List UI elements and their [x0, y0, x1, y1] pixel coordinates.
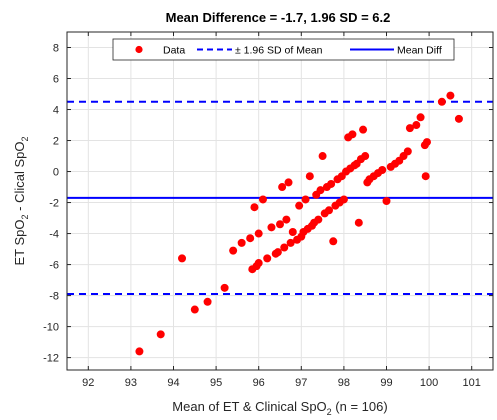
data-point — [382, 197, 391, 205]
data-point — [329, 237, 338, 246]
data-point — [454, 114, 463, 123]
data-point — [203, 297, 212, 306]
axis-ticks: 92 93 94 95 96 97 98 99 100 101 -12 -10 -8 -6 -4 -2 0 2 4 6… — [43, 32, 493, 389]
x-tick-label: 99 — [380, 377, 392, 389]
plot-frame — [66, 31, 494, 371]
x-axis-label: Mean of ET & Clinical SpO2 (n = 106) — [172, 399, 387, 417]
data-point — [288, 228, 297, 237]
data-point — [446, 91, 455, 100]
y-axis-label-b: - Clical SpO — [12, 142, 27, 215]
y-axis-label-a: ET SpO — [12, 219, 27, 265]
data-point — [378, 165, 387, 174]
x-tick-label: 94 — [167, 377, 179, 389]
data-point — [327, 179, 336, 188]
data-point — [359, 125, 368, 134]
data-point — [324, 206, 333, 215]
data-point — [318, 152, 327, 161]
y-tick-label: 4 — [53, 105, 59, 117]
legend-data-marker — [135, 45, 143, 54]
legend-mean-label: Mean Diff — [397, 45, 442, 57]
data-point — [314, 215, 323, 224]
y-tick-label: -4 — [49, 229, 59, 241]
data-point — [273, 248, 282, 257]
y-tick-label: 6 — [53, 74, 59, 86]
data-point — [156, 330, 165, 339]
y-tick-label: -2 — [49, 198, 59, 210]
plot-area — [67, 32, 493, 370]
x-tick-label: 98 — [338, 377, 350, 389]
data-point — [416, 113, 425, 122]
y-tick-label: 2 — [53, 136, 59, 148]
data-point — [246, 234, 255, 243]
data-point — [263, 254, 272, 263]
data-point — [361, 152, 370, 161]
y-axis-label-b-sub: 2 — [20, 136, 30, 141]
chart-title: Mean Difference = -1.7, 1.96 SD = 6.2 — [166, 10, 391, 25]
legend-data-label: Data — [163, 45, 185, 57]
data-point — [348, 130, 357, 139]
y-tick-label: 0 — [53, 167, 59, 179]
data-point — [276, 220, 284, 229]
data-point — [403, 147, 412, 156]
data-point — [295, 201, 304, 210]
data-point — [280, 243, 289, 252]
data-points — [135, 91, 463, 356]
x-axis-label-base: Mean of ET & Clinical SpO — [172, 399, 326, 414]
x-tick-label: 93 — [125, 377, 137, 389]
x-tick-label: 101 — [463, 377, 481, 389]
x-axis-label-sub: 2 — [327, 407, 332, 417]
data-point — [405, 124, 414, 133]
data-point — [258, 195, 267, 204]
data-point — [305, 172, 314, 181]
data-point — [267, 223, 276, 232]
y-tick-label: -8 — [49, 291, 59, 303]
x-tick-label: 92 — [82, 377, 94, 389]
legend-sd-label: ± 1.96 SD of Mean — [235, 45, 323, 57]
data-point — [282, 215, 291, 224]
legend-box — [112, 38, 455, 61]
legend: Data ± 1.96 SD of Mean Mean Diff — [112, 38, 455, 61]
x-tick-label: 100 — [420, 377, 438, 389]
data-point — [237, 238, 246, 247]
data-point — [178, 254, 187, 263]
data-point — [284, 178, 293, 187]
data-point — [421, 172, 430, 181]
y-tick-label: -12 — [43, 353, 59, 365]
y-axis-label-a-sub: 2 — [20, 214, 30, 219]
x-tick-label: 95 — [210, 377, 222, 389]
y-tick-label: -6 — [49, 260, 59, 272]
data-point — [437, 97, 446, 106]
data-point — [190, 305, 199, 314]
data-point — [135, 347, 144, 356]
data-point — [254, 259, 263, 268]
reference-lines — [67, 100, 493, 296]
data-point — [316, 186, 325, 195]
x-tick-label: 96 — [253, 377, 265, 389]
data-point — [301, 195, 310, 204]
data-point — [254, 229, 263, 238]
data-point — [278, 183, 287, 192]
data-point — [286, 238, 295, 247]
data-point — [422, 138, 431, 147]
data-point — [412, 121, 421, 130]
data-point — [220, 283, 229, 292]
data-point — [229, 246, 238, 255]
x-axis-label-tail: (n = 106) — [332, 399, 388, 414]
y-axis-label: ET SpO2 - Clical SpO2 — [12, 136, 30, 265]
x-tick-label: 97 — [295, 377, 307, 389]
y-tick-label: -10 — [43, 322, 59, 334]
data-point — [354, 218, 363, 227]
data-point — [250, 203, 259, 212]
data-point — [339, 195, 348, 204]
y-tick-label: 8 — [53, 43, 59, 55]
